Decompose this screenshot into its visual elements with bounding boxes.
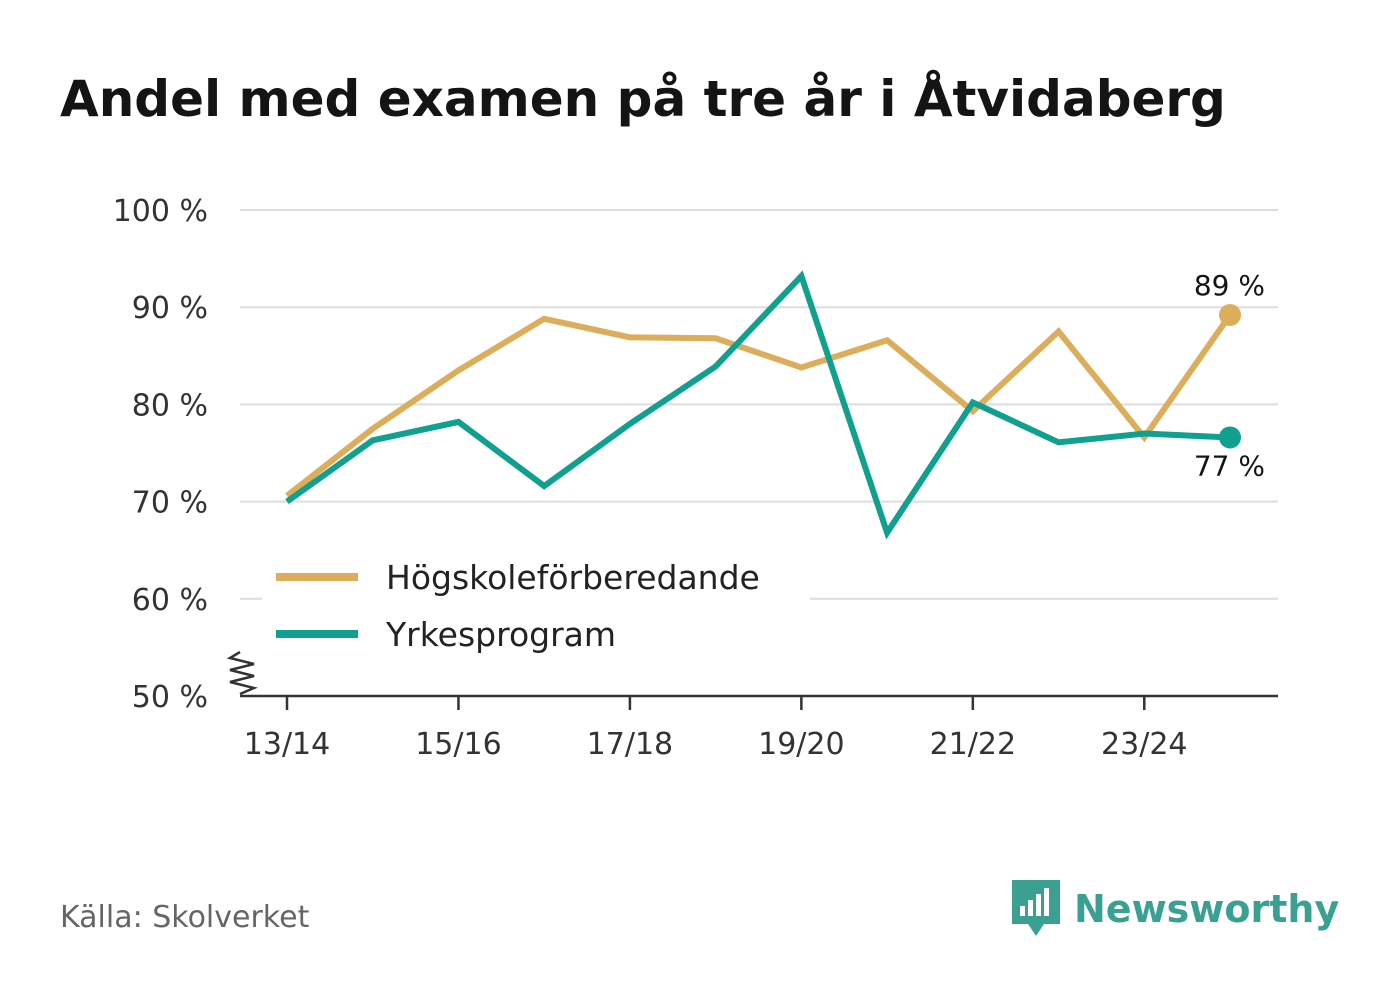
x-tick-label: 23/24 — [1101, 727, 1187, 762]
source-note: Källa: Skolverket — [60, 900, 310, 935]
y-tick-label: 80 % — [132, 388, 208, 423]
y-tick-label: 100 % — [113, 194, 208, 229]
newsworthy-logo-icon — [1012, 880, 1060, 936]
end-value-label: 89 % — [1194, 269, 1265, 302]
x-tick-label: 15/16 — [415, 727, 501, 762]
axis-break-icon — [226, 650, 258, 696]
legend-label: Högskoleförberedande — [386, 558, 760, 597]
x-tick-label: 19/20 — [758, 727, 844, 762]
legend-label: Yrkesprogram — [385, 615, 616, 654]
y-tick-label: 90 % — [132, 291, 208, 326]
series-line — [285, 270, 1231, 540]
series-line — [285, 313, 1233, 499]
y-axis-ticks: 50 % 60 % 70 % 80 % 90 % 100 % — [113, 194, 208, 715]
x-tick-label: 17/18 — [587, 727, 673, 762]
gridlines — [240, 209, 1278, 600]
legend: Högskoleförberedande Yrkesprogram — [262, 550, 810, 654]
end-point-marker — [1219, 303, 1241, 326]
chart-title: Andel med examen på tre år i Åtvidaberg — [60, 70, 1226, 128]
series-lines: 89 % 77 % — [285, 269, 1265, 540]
y-tick-label: 50 % — [132, 680, 208, 715]
y-tick-label: 60 % — [132, 583, 208, 618]
y-tick-label: 70 % — [132, 486, 208, 521]
x-axis: 13/14 15/16 17/18 19/20 21/22 23/24 — [226, 650, 1278, 762]
brand-logo: Newsworthy — [1010, 878, 1339, 940]
end-point-marker — [1219, 426, 1241, 449]
end-value-label: 77 % — [1194, 449, 1265, 482]
brand-name: Newsworthy — [1074, 887, 1340, 931]
x-tick-label: 21/22 — [930, 727, 1016, 762]
x-tick-label: 13/14 — [244, 727, 330, 762]
